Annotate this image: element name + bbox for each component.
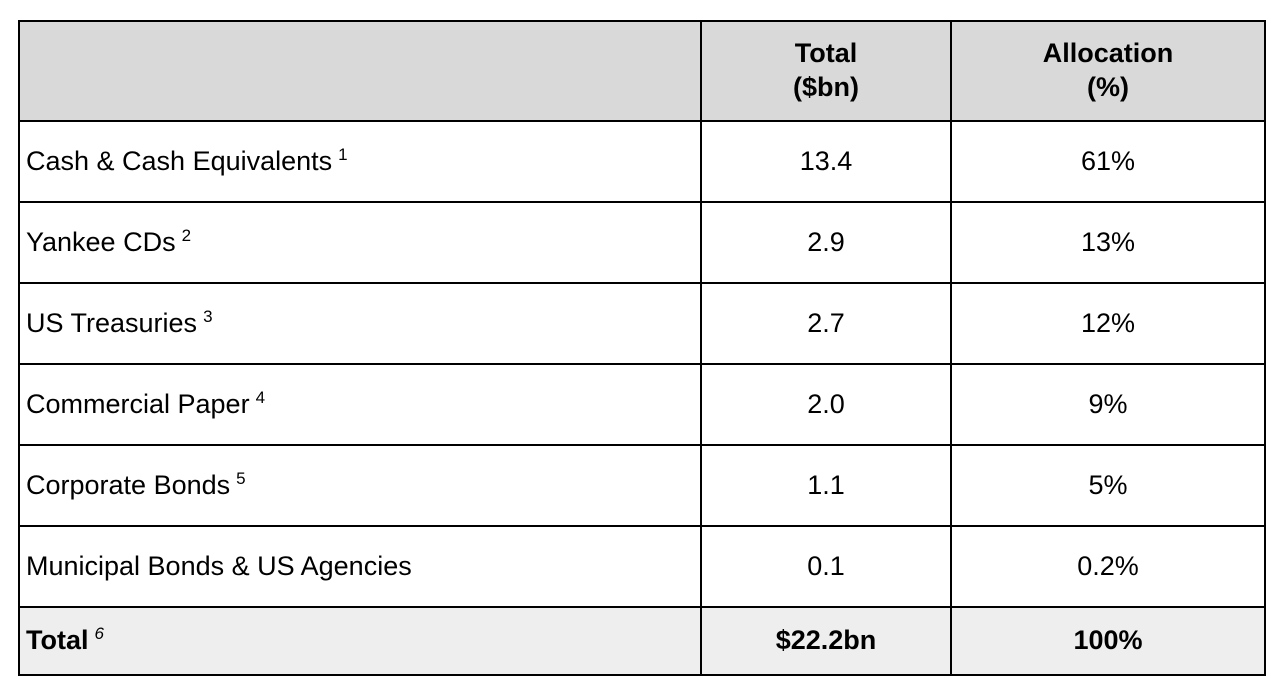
table-row: Corporate Bonds 5 1.1 5% xyxy=(18,444,1266,527)
row-label-cell: Cash & Cash Equivalents 1 xyxy=(18,120,702,203)
row-label: US Treasuries xyxy=(26,307,198,338)
header-allocation-line2: (%) xyxy=(1087,72,1129,102)
footnote-marker: 1 xyxy=(338,144,348,164)
row-label: Cash & Cash Equivalents xyxy=(26,145,333,176)
row-total-cell: 2.0 xyxy=(700,363,952,446)
row-label: Commercial Paper xyxy=(26,388,250,419)
footnote-marker: 4 xyxy=(255,387,266,407)
row-label-cell: Commercial Paper 4 xyxy=(18,363,702,446)
row-total-cell: 0.1 xyxy=(700,525,952,608)
row-label: Corporate Bonds xyxy=(26,469,231,500)
header-category-cell xyxy=(18,20,702,122)
row-allocation-cell: 5% xyxy=(950,444,1266,527)
row-label-cell: US Treasuries 3 xyxy=(18,282,702,365)
row-label-cell: Corporate Bonds 5 xyxy=(18,444,702,527)
header-total-line2: ($bn) xyxy=(793,72,859,102)
header-allocation-line1: Allocation xyxy=(1042,38,1174,69)
row-label-cell: Municipal Bonds & US Agencies xyxy=(18,525,702,608)
row-label-cell: Yankee CDs 2 xyxy=(18,201,702,284)
total-total-cell: $22.2bn xyxy=(700,606,952,676)
table-row: Municipal Bonds & US Agencies 0.1 0.2% xyxy=(18,525,1266,608)
row-allocation-cell: 9% xyxy=(950,363,1266,446)
total-label-cell: Total 6 xyxy=(18,606,702,676)
total-label: Total xyxy=(26,625,89,656)
header-total-line1: Total xyxy=(794,38,858,69)
table-row: Yankee CDs 2 2.9 13% xyxy=(18,201,1266,284)
row-allocation-cell: 61% xyxy=(950,120,1266,203)
header-row: Total ($bn) Allocation (%) xyxy=(18,20,1266,122)
total-allocation-cell: 100% xyxy=(950,606,1266,676)
footnote-marker: 3 xyxy=(203,306,213,326)
row-allocation-cell: 0.2% xyxy=(950,525,1266,608)
footnote-marker: 5 xyxy=(236,468,246,488)
allocation-table: Total ($bn) Allocation (%) Cash & Cash E… xyxy=(18,20,1266,676)
row-total-cell: 2.7 xyxy=(700,282,952,365)
row-allocation-cell: 12% xyxy=(950,282,1266,365)
footnote-marker: 2 xyxy=(181,225,192,245)
total-row: Total 6 $22.2bn 100% xyxy=(18,606,1266,676)
row-total-cell: 1.1 xyxy=(700,444,952,527)
table-row: Cash & Cash Equivalents 1 13.4 61% xyxy=(18,120,1266,203)
table-row: Commercial Paper 4 2.0 9% xyxy=(18,363,1266,446)
header-allocation-cell: Allocation (%) xyxy=(950,20,1266,122)
row-label: Yankee CDs xyxy=(26,226,176,257)
row-label: Municipal Bonds & US Agencies xyxy=(26,550,412,581)
row-total-cell: 2.9 xyxy=(700,201,952,284)
row-allocation-cell: 13% xyxy=(950,201,1266,284)
table-row: US Treasuries 3 2.7 12% xyxy=(18,282,1266,365)
row-total-cell: 13.4 xyxy=(700,120,952,203)
header-total-cell: Total ($bn) xyxy=(700,20,952,122)
footnote-marker: 6 xyxy=(94,624,104,644)
